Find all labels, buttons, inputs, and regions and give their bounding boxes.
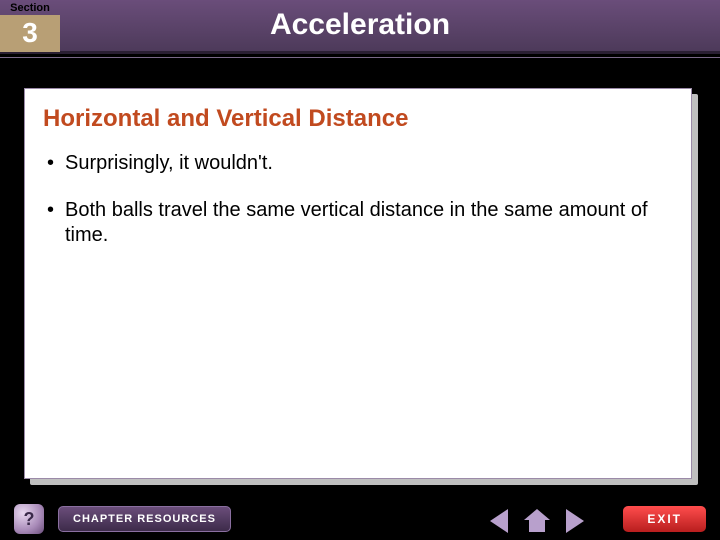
bullet-list: Surprisingly, it wouldn't. Both balls tr… bbox=[43, 151, 673, 248]
chapter-title: Acceleration bbox=[0, 8, 720, 42]
chevron-right-icon bbox=[566, 509, 584, 533]
content-card: Horizontal and Vertical Distance Surpris… bbox=[24, 88, 696, 483]
prev-button[interactable] bbox=[484, 506, 514, 536]
divider bbox=[0, 52, 720, 54]
help-button[interactable]: ? bbox=[14, 504, 44, 534]
home-button[interactable] bbox=[522, 506, 552, 536]
nav-group bbox=[484, 506, 590, 536]
exit-button[interactable]: EXIT bbox=[623, 506, 706, 532]
header-bar: Section 3 Acceleration bbox=[0, 0, 720, 52]
divider bbox=[0, 57, 720, 58]
footer-nav: ? CHAPTER RESOURCES EXIT bbox=[0, 498, 720, 540]
card-body: Horizontal and Vertical Distance Surpris… bbox=[24, 88, 692, 479]
slide: Section 3 Acceleration Horizontal and Ve… bbox=[0, 0, 720, 540]
list-item: Surprisingly, it wouldn't. bbox=[43, 151, 673, 176]
chevron-left-icon bbox=[490, 509, 508, 533]
list-item: Both balls travel the same vertical dist… bbox=[43, 198, 673, 248]
chapter-resources-button[interactable]: CHAPTER RESOURCES bbox=[58, 506, 231, 532]
next-button[interactable] bbox=[560, 506, 590, 536]
slide-title: Horizontal and Vertical Distance bbox=[43, 105, 673, 133]
home-icon bbox=[525, 510, 549, 532]
